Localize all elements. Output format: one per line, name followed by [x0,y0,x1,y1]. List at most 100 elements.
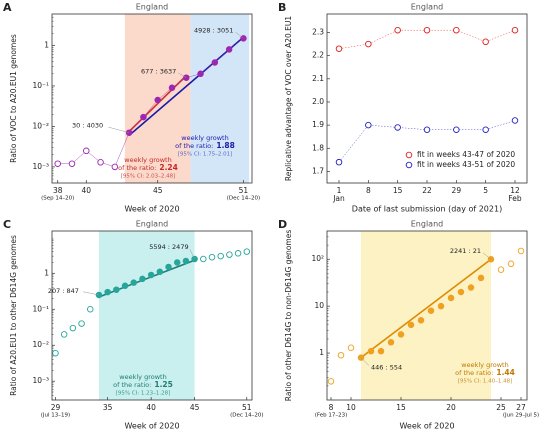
data-point [111,163,119,171]
growth-text: of the ratio: 2.24 [118,163,178,172]
fit-window [98,231,195,400]
growth-ci: [95% CI: 1.75–2.01] [178,152,233,158]
data-point [335,158,343,166]
x-tick-label: 1 [337,186,342,195]
panel-letter: D [278,218,287,231]
data-point [121,282,129,290]
growth-value: 1.25 [154,380,173,389]
panel: A England Week of 2020 Ratio of VOC to A20.… [3,1,260,214]
x-tick-note: Feb [508,194,522,203]
x-tick-label: 27 [516,403,526,412]
data-point [225,46,233,53]
count-label: 446 : 554 [371,364,402,372]
chart-title: England [136,3,168,12]
data-point [394,26,401,34]
y-axis-label: Replicative advantage of VOC over A20.EU… [284,16,293,182]
leader-line [482,252,492,260]
x-tick-label: 25 [496,403,506,412]
y-tick-label: 10⁻² [32,340,49,349]
y-tick-label: 10⁻¹ [32,81,49,90]
data-point [367,347,375,355]
x-axis-label: Week of 2020 [399,422,454,431]
growth-ci: [95% CI: 1.23–1.28] [116,391,171,397]
data-point [104,288,111,296]
data-point [173,259,181,266]
y-tick-label: 2.2 [312,51,324,60]
data-point [365,40,372,48]
growth-text: of the ratio: [118,164,156,172]
data-point [335,45,343,52]
data-point [467,284,475,291]
y-tick-label: 10² [311,254,324,263]
growth-value: 1.88 [216,141,235,150]
data-point [197,70,204,78]
data-point [507,260,515,268]
data-point [130,279,137,286]
growth-text: of the ratio: 1.44 [455,368,515,377]
data-point [217,252,224,260]
fit-window [361,231,491,400]
count-label: 5594 : 2479 [149,243,188,251]
fit-line [360,258,492,359]
x-tick-label: 29 [452,186,462,195]
data-point [427,307,435,314]
x-tick-label: 15 [393,186,403,195]
x-tick-label: 40 [146,403,156,412]
y-tick-label: 10 [314,301,324,310]
count-label: 207 : 847 [48,287,79,295]
x-tick-label: 51 [239,186,249,195]
data-point [165,263,172,271]
growth-text: weekly growth [461,361,508,369]
data-point [182,257,190,265]
growth-ci: [95% CI: 1.40–1.48] [458,379,513,385]
y-axis-label: Ratio of A20.EU1 to other D614G genomes [9,235,18,396]
x-tick-label: 45 [190,403,200,412]
chart-title: England [136,220,168,229]
leader-line [360,357,370,366]
panel-letter: C [3,218,11,231]
x-tick-note: (Jul 13–19) [41,413,70,419]
legend-marker [405,151,413,159]
x-tick-label: 5 [483,186,488,195]
growth-text: of the ratio: [175,142,213,150]
leader-line [189,249,195,260]
data-point [347,344,355,351]
x-axis-label: Date of last submission (day of 2021) [352,205,502,214]
growth-value: 2.24 [159,163,178,172]
panel-letter: B [278,1,286,14]
panel-letter: A [3,1,12,14]
data-point [52,349,59,357]
x-tick-note: (Dec 14–20) [227,196,260,202]
x-tick-note: Jan [332,194,345,203]
leader-line [178,72,187,78]
growth-text: weekly growth [124,156,171,164]
data-point [147,271,155,279]
data-point [365,121,372,129]
x-tick-label: 20 [446,403,456,412]
x-tick-label: 51 [242,403,252,412]
x-tick-label: 15 [396,403,406,412]
leader-line [108,126,130,133]
x-tick-label: 35 [103,403,113,412]
y-tick-label: 2.1 [312,74,324,83]
data-point [457,288,465,296]
data-point [394,124,401,131]
y-tick-label: 10⁻³ [32,376,49,385]
legend-marker [405,161,413,169]
data-point [482,38,489,46]
leader-line [82,291,100,296]
growth-text: weekly growth [181,134,228,142]
data-point [337,351,345,359]
data-point [83,147,90,155]
data-point [423,126,431,134]
x-tick-label: 22 [422,186,432,195]
growth-value: 1.44 [496,368,515,377]
x-tick-label: 38 [53,186,63,195]
data-point [327,378,335,385]
x-tick-label: 45 [153,186,163,195]
y-tick-label: 1.7 [312,166,324,175]
data-point [243,248,251,255]
x-axis-label: Week of 2020 [124,205,179,214]
data-point [156,268,164,276]
